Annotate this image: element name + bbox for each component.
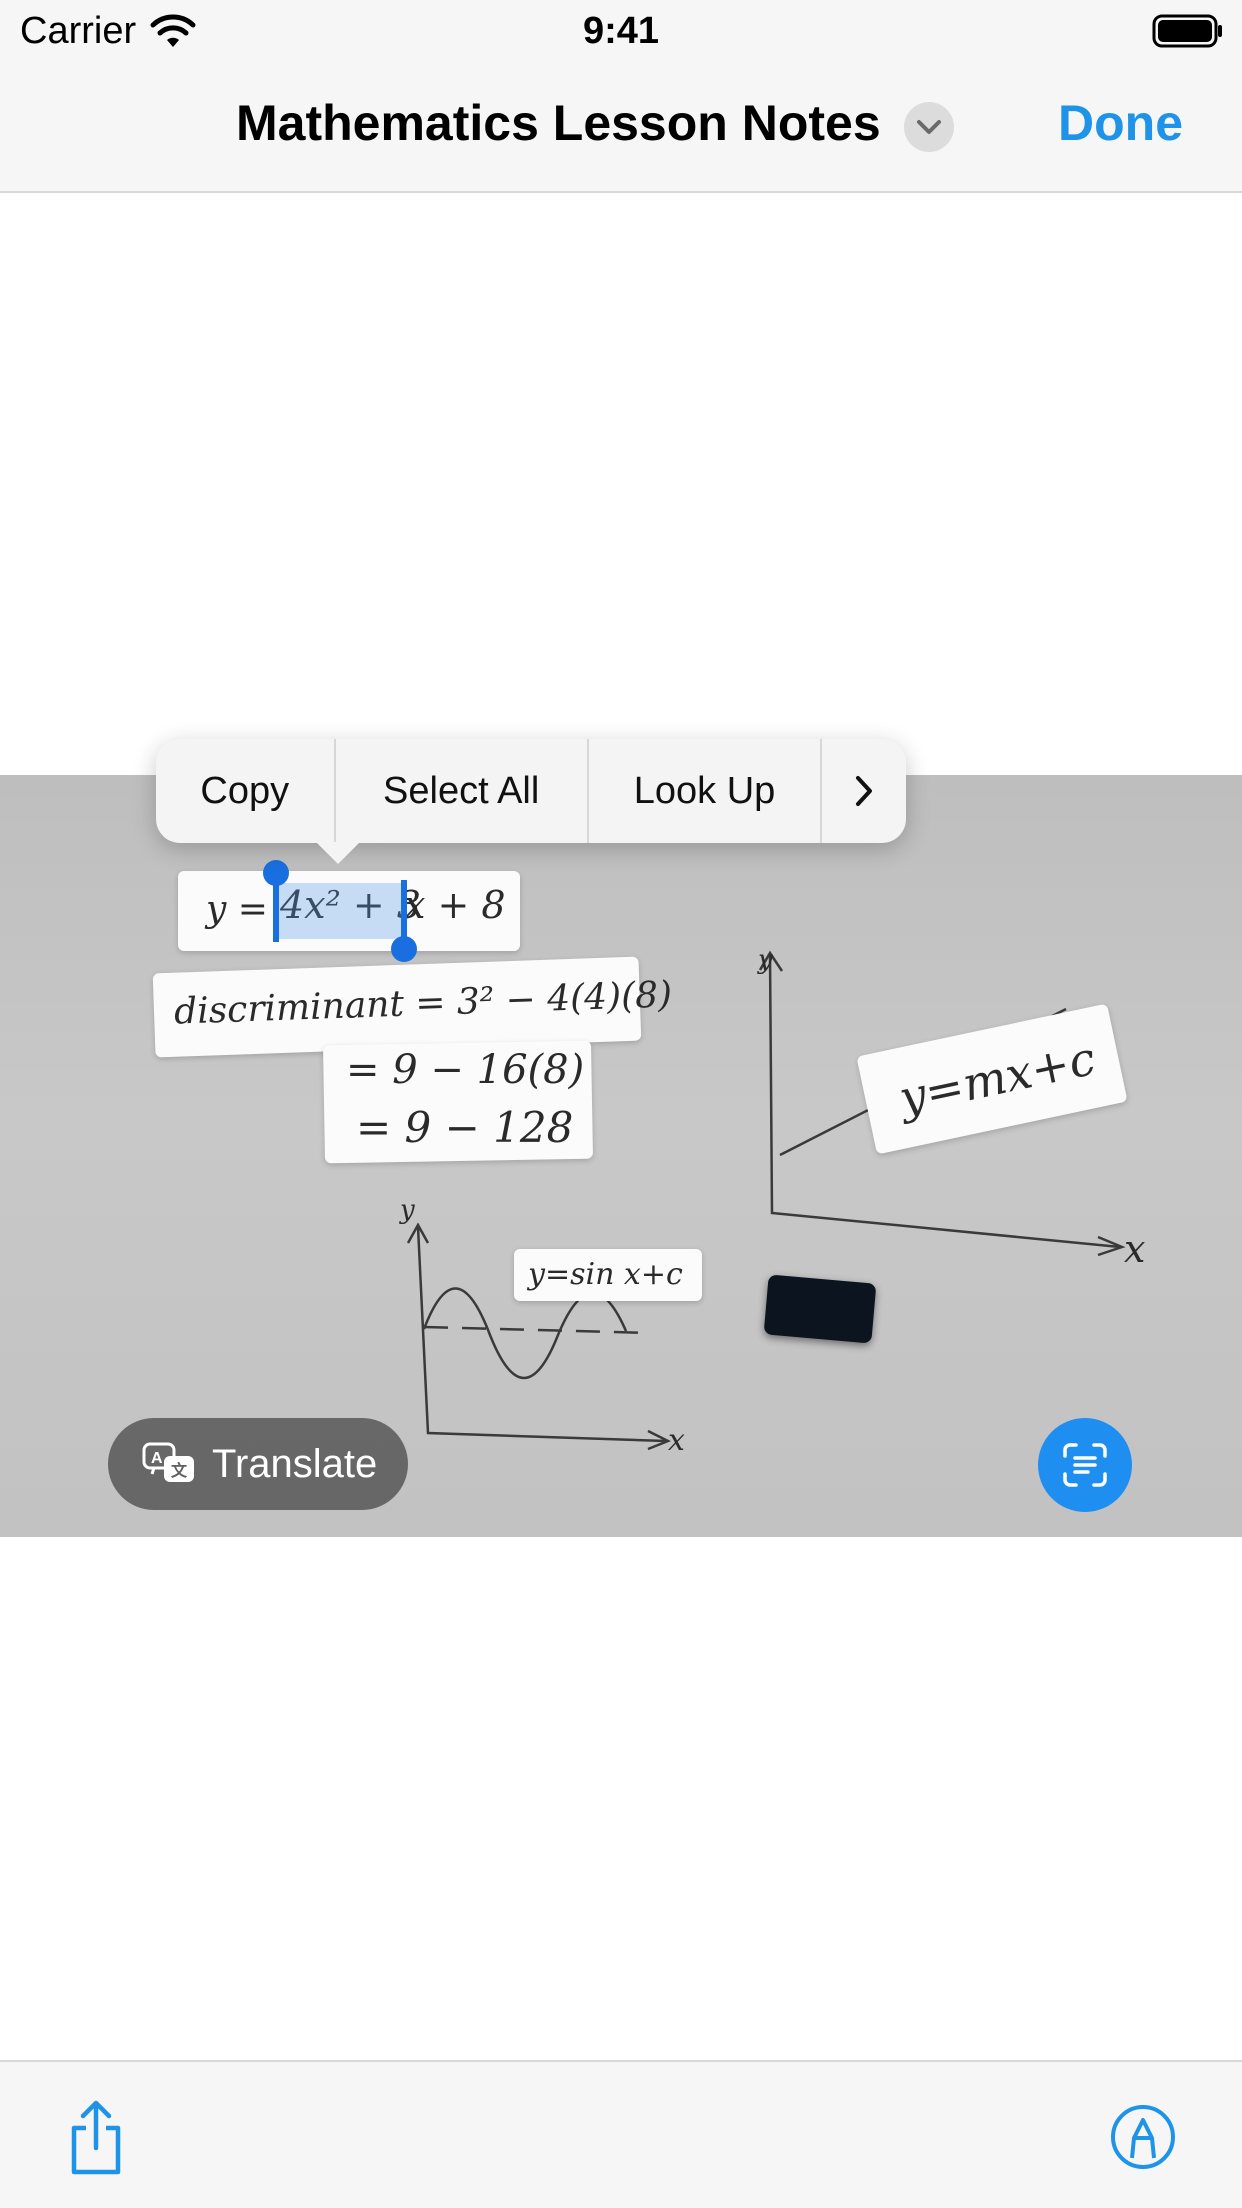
look-up-menu-item[interactable]: Look Up [589, 739, 823, 843]
markup-icon[interactable] [1110, 2104, 1176, 2170]
equation-prefix[interactable]: y = [206, 889, 268, 930]
discriminant-line-2[interactable]: = 9 − 16(8) [346, 1047, 585, 1093]
selection-start-handle-bar[interactable] [273, 880, 279, 942]
selection-end-handle[interactable] [391, 936, 417, 962]
translate-label: Translate [212, 1442, 378, 1486]
status-bar: Carrier 9:41 [0, 0, 1242, 62]
more-menu-item[interactable] [822, 739, 906, 843]
sine-equation-note [514, 1249, 702, 1301]
right-axis-x-label: x [1124, 1227, 1146, 1271]
selection-end-handle-bar[interactable] [401, 880, 407, 942]
svg-text:A: A [151, 1450, 163, 1467]
copy-menu-item[interactable]: Copy [156, 739, 336, 843]
sine-axis-y-label: y [400, 1195, 415, 1225]
share-icon[interactable] [64, 2098, 128, 2178]
chevron-right-icon [856, 776, 873, 806]
sine-equation-label[interactable]: y=sin x+c [528, 1257, 683, 1292]
right-axis-y-label: y [758, 945, 773, 975]
selection-start-handle[interactable] [263, 860, 289, 886]
battery-icon [1152, 14, 1222, 48]
edit-menu-pointer [316, 842, 360, 864]
done-button[interactable]: Done [1058, 95, 1183, 151]
chevron-down-icon[interactable] [904, 102, 954, 152]
live-text-button[interactable] [1038, 1418, 1132, 1512]
discriminant-line-3[interactable]: = 9 − 128 [356, 1103, 574, 1152]
translate-button[interactable]: A 文 Translate [108, 1418, 408, 1510]
carrier-label: Carrier [20, 10, 137, 52]
document-title[interactable]: Mathematics Lesson Notes [236, 95, 881, 151]
navigation-bar: Mathematics Lesson Notes Done [0, 62, 1242, 193]
whiteboard-photo[interactable]: y = 4x² + 3 x + 8 discriminant = 3² − 4(… [0, 775, 1242, 1537]
live-text-icon [1063, 1443, 1107, 1487]
status-time: 9:41 [582, 10, 660, 52]
translate-icon: A 文 [142, 1442, 194, 1482]
select-all-menu-item[interactable]: Select All [336, 739, 589, 843]
text-edit-menu: Copy Select All Look Up [156, 739, 906, 843]
equation-note [178, 871, 520, 951]
svg-text:文: 文 [171, 1461, 188, 1480]
sine-axis-x-label: x [668, 1423, 685, 1458]
text-selection-highlight [276, 883, 404, 939]
equation-suffix[interactable]: x + 8 [404, 883, 506, 927]
bottom-toolbar [0, 2060, 1242, 2208]
wifi-icon [150, 14, 196, 47]
whiteboard-eraser [763, 1274, 877, 1344]
equation-selected-text[interactable]: 4x² + 3 [280, 883, 422, 927]
